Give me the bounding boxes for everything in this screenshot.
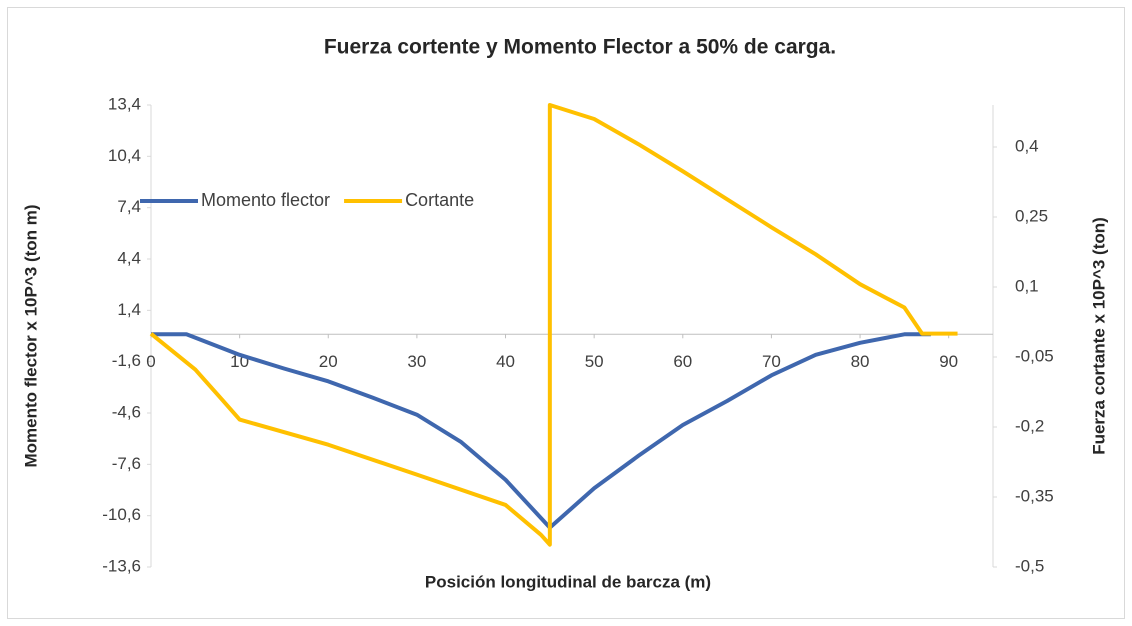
y2-tick-label: 0,4 bbox=[1015, 136, 1039, 155]
y-tick-label: 10,4 bbox=[108, 146, 141, 165]
y2-tick-label: -0,35 bbox=[1015, 486, 1054, 505]
x-tick-label: 0 bbox=[146, 352, 155, 371]
y-tick-label: 13,4 bbox=[108, 94, 141, 113]
x-tick-label: 40 bbox=[496, 352, 515, 371]
y2-tick-label: 0,25 bbox=[1015, 206, 1048, 225]
y-tick-label: -7,6 bbox=[112, 454, 141, 473]
x-tick-label: 90 bbox=[939, 352, 958, 371]
legend-label: Cortante bbox=[405, 190, 474, 210]
y-tick-label: -13,6 bbox=[102, 556, 141, 575]
y-tick-label: 7,4 bbox=[117, 197, 141, 216]
x-axis-title: Posición longitudinal de barcza (m) bbox=[425, 572, 711, 591]
y2-tick-label: -0,5 bbox=[1015, 556, 1044, 575]
x-tick-label: 70 bbox=[762, 352, 781, 371]
y2-axis-title: Fuerza cortante x 10P^3 (ton) bbox=[1089, 217, 1108, 455]
y-tick-label: -4,6 bbox=[112, 402, 141, 421]
chart-title: Fuerza cortente y Momento Flector a 50% … bbox=[324, 36, 836, 59]
x-tick-label: 30 bbox=[407, 352, 426, 371]
y-tick-label: -10,6 bbox=[102, 505, 141, 524]
x-tick-label: 50 bbox=[585, 352, 604, 371]
legend-label: Momento flector bbox=[201, 190, 330, 210]
chart-frame bbox=[7, 7, 1125, 619]
y2-tick-label: -0,05 bbox=[1015, 346, 1054, 365]
series-line bbox=[149, 103, 958, 547]
x-tick-label: 20 bbox=[319, 352, 338, 371]
x-tick-label: 80 bbox=[851, 352, 870, 371]
y-axis-title: Momento flector x 10P^3 (ton m) bbox=[21, 204, 40, 467]
y2-tick-label: -0,2 bbox=[1015, 416, 1044, 435]
y-tick-label: -1,6 bbox=[112, 351, 141, 370]
y-tick-label: 1,4 bbox=[117, 300, 141, 319]
y2-tick-label: 0,1 bbox=[1015, 276, 1039, 295]
y-tick-label: 4,4 bbox=[117, 248, 141, 267]
x-tick-label: 60 bbox=[673, 352, 692, 371]
